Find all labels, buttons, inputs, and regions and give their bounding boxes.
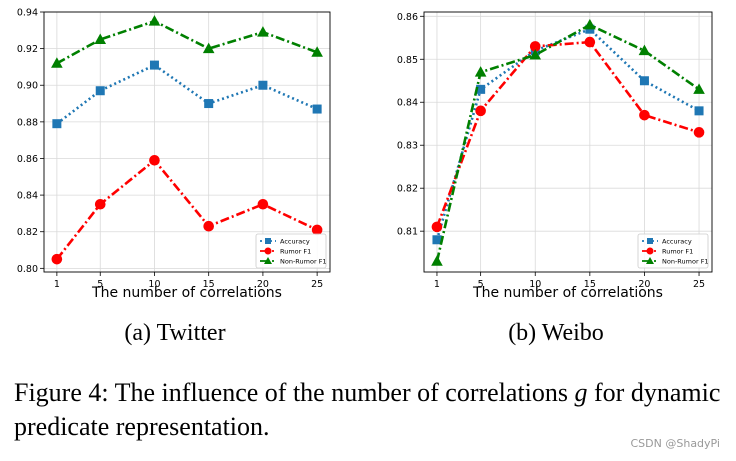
chart-panel-1: 1 5 10 15 20 250.800.820.840.860.880.900.920.… [17, 8, 331, 346]
data-point-rumor-f1 [639, 109, 650, 121]
x-tick-label: 25 [311, 279, 323, 290]
data-point-accuracy [312, 104, 322, 114]
x-axis-label: The number of correlations [472, 285, 663, 301]
data-point-rumor-f1 [431, 221, 443, 233]
plot-frame [43, 11, 331, 273]
legend-label: Non-Rumor F1 [662, 257, 709, 265]
y-tick-label: 0.90 [17, 81, 38, 92]
y-tick-label: 0.84 [17, 191, 38, 202]
legend-swatch-marker [647, 238, 653, 244]
x-tick-label: 25 [693, 279, 705, 290]
data-point-accuracy [694, 106, 704, 116]
x-tick-label: 5 [478, 279, 484, 290]
series-line-accuracy [435, 27, 700, 241]
x-tick-label: 20 [638, 279, 650, 290]
data-point-accuracy [95, 86, 105, 96]
legend-label: Non-Rumor F1 [280, 257, 327, 265]
y-tick-label: 0.81 [397, 227, 418, 238]
data-point-rumor-f1 [203, 220, 214, 232]
data-point-rumor-f1 [94, 198, 106, 210]
y-tick-label: 0.80 [17, 264, 38, 275]
data-point-non-rumor-f1 [51, 57, 63, 68]
legend-box [637, 233, 709, 269]
legend-swatch-marker [264, 247, 272, 255]
data-point-non-rumor-f1 [94, 33, 107, 44]
x-tick-label: 15 [584, 279, 596, 290]
data-point-non-rumor-f1 [584, 18, 596, 30]
data-point-rumor-f1 [584, 36, 596, 48]
data-point-rumor-f1 [51, 253, 63, 265]
data-point-rumor-f1 [311, 224, 323, 236]
data-point-accuracy [149, 60, 159, 70]
series-line-rumor-f1 [55, 158, 318, 261]
legend: Accuracy Rumor F1 Non-Rumor F1 [255, 233, 327, 269]
legend-label: Accuracy [280, 237, 310, 245]
data-point-non-rumor-f1 [693, 83, 705, 94]
y-tick-label: 0.94 [17, 8, 38, 19]
figure-caption-prefix: Figure 4: The influence of the number of… [14, 378, 575, 407]
legend-swatch-marker [646, 257, 654, 264]
figure-caption-symbol: g [574, 378, 588, 407]
x-tick-label: 15 [203, 279, 215, 290]
subcaption: (b) Weibo [508, 320, 604, 346]
y-tick-label: 0.86 [397, 12, 418, 23]
y-tick-label: 0.83 [397, 141, 418, 152]
legend-label: Rumor F1 [280, 247, 311, 255]
figure-caption: Figure 4: The influence of the number of… [14, 376, 729, 444]
watermark: CSDN @ShadyPi [630, 437, 721, 450]
data-point-non-rumor-f1 [474, 66, 487, 77]
series-line-non-rumor-f1 [435, 23, 700, 262]
x-tick-label: 10 [529, 279, 541, 290]
y-tick-label: 0.85 [397, 55, 418, 66]
data-point-non-rumor-f1 [431, 255, 443, 266]
y-tick-label: 0.88 [17, 117, 38, 128]
data-point-accuracy [52, 119, 62, 129]
y-tick-label: 0.84 [397, 98, 418, 109]
legend-swatch-marker [265, 238, 271, 244]
figure-caption-suffix: for dynamic predicate representation. [14, 378, 721, 441]
legend-box [255, 233, 327, 269]
y-tick-label: 0.82 [17, 227, 38, 238]
x-tick-label: 1 [434, 279, 440, 290]
data-point-accuracy [432, 235, 442, 245]
data-point-rumor-f1 [149, 155, 160, 166]
plot-frame [423, 11, 713, 273]
series-line-non-rumor-f1 [56, 19, 318, 65]
data-point-non-rumor-f1 [638, 44, 651, 56]
legend-label: Accuracy [662, 237, 692, 245]
x-tick-label: 10 [148, 279, 160, 290]
data-point-non-rumor-f1 [148, 15, 161, 26]
legend-label: Rumor F1 [662, 247, 693, 255]
data-point-non-rumor-f1 [529, 48, 542, 60]
data-point-accuracy [204, 99, 214, 109]
data-point-accuracy [476, 84, 486, 94]
subcaption: (a) Twitter [124, 320, 225, 346]
legend: Accuracy Rumor F1 Non-Rumor F1 [637, 233, 709, 269]
data-point-rumor-f1 [529, 41, 541, 52]
x-tick-label: 5 [97, 279, 103, 290]
y-tick-label: 0.92 [17, 44, 38, 55]
x-tick-label: 1 [54, 279, 60, 290]
y-tick-label: 0.82 [397, 184, 418, 195]
y-tick-label: 0.86 [17, 154, 38, 165]
x-tick-label: 20 [257, 279, 269, 290]
data-point-accuracy [258, 80, 268, 90]
data-point-non-rumor-f1 [202, 42, 215, 54]
series-line-rumor-f1 [435, 40, 700, 228]
data-point-non-rumor-f1 [257, 26, 269, 37]
x-axis-label: The number of correlations [91, 285, 282, 301]
legend-swatch-marker [646, 247, 654, 255]
data-point-non-rumor-f1 [311, 46, 323, 57]
data-point-rumor-f1 [693, 127, 705, 138]
data-point-rumor-f1 [257, 198, 269, 210]
legend-swatch-marker [264, 257, 272, 264]
data-point-accuracy [639, 76, 649, 86]
series-line-accuracy [56, 63, 318, 125]
data-point-rumor-f1 [475, 105, 486, 117]
